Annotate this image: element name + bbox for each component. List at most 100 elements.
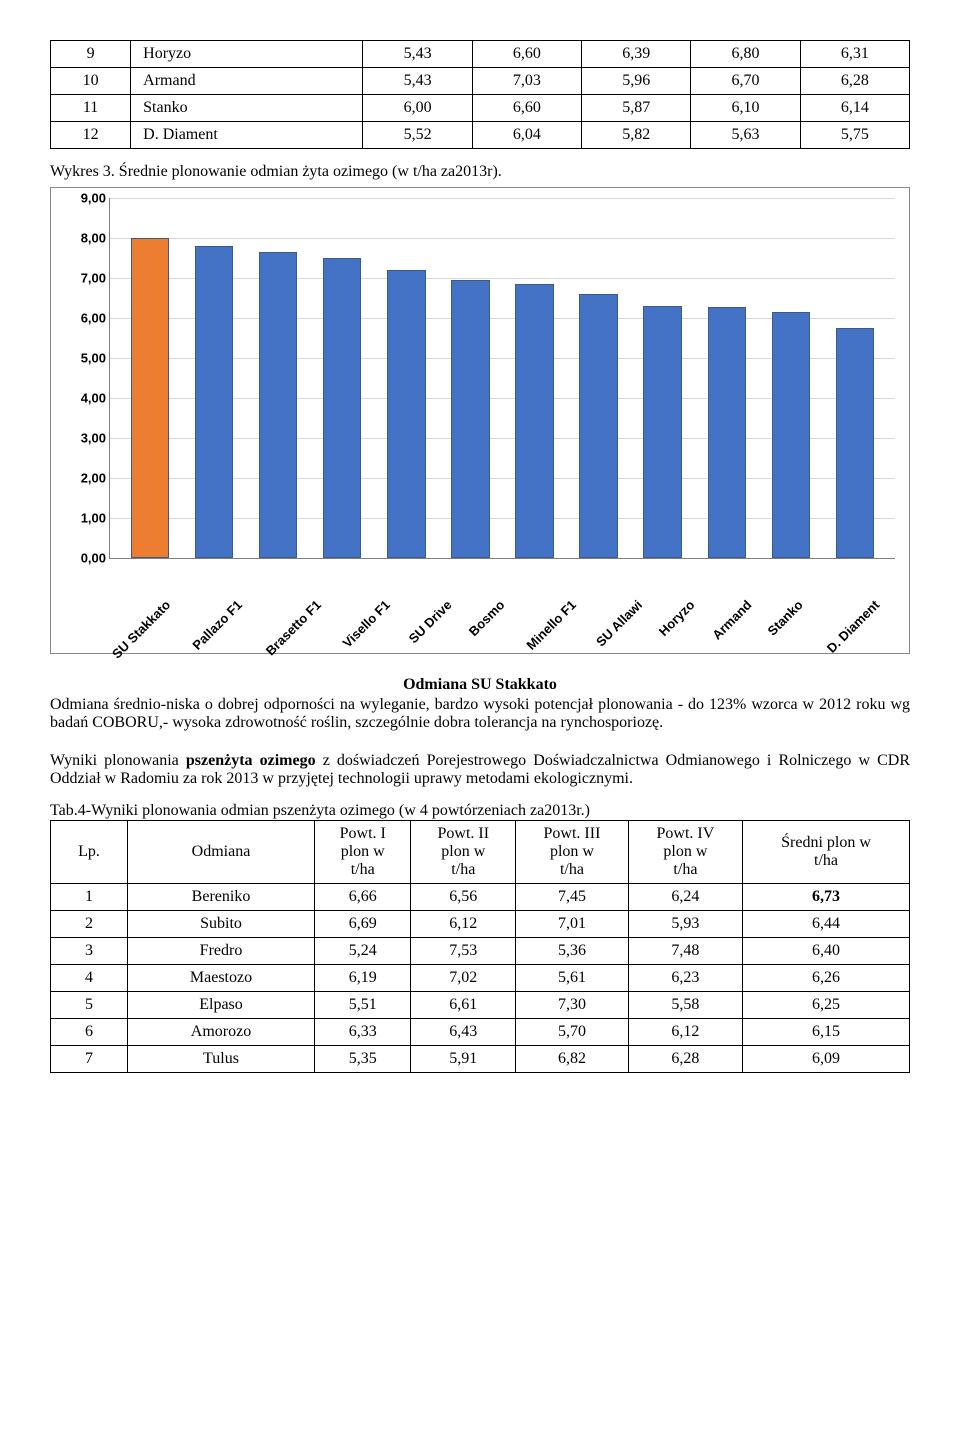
cell: D. Diament xyxy=(131,122,363,149)
cell: Maestozo xyxy=(128,965,315,992)
table-tab4: Lp. Odmiana Powt. Iplon wt/ha Powt. IIpl… xyxy=(50,820,910,1073)
th-p4: Powt. IVplon wt/ha xyxy=(628,821,742,884)
cell: 6,10 xyxy=(691,95,800,122)
bar xyxy=(643,306,681,558)
th-avg: Średni plon wt/ha xyxy=(743,821,910,884)
cell: 7,53 xyxy=(411,938,516,965)
th-p3: Powt. IIIplon wt/ha xyxy=(516,821,629,884)
cell: 6,60 xyxy=(472,95,581,122)
cell: 9 xyxy=(51,41,131,68)
table-row: 10Armand5,437,035,966,706,28 xyxy=(51,68,910,95)
y-tick-label: 8,00 xyxy=(66,231,106,246)
cell: Subito xyxy=(128,911,315,938)
cell: 11 xyxy=(51,95,131,122)
cell: 4 xyxy=(51,965,128,992)
cell: 6,44 xyxy=(743,911,910,938)
cell: 6,33 xyxy=(315,1019,411,1046)
table-row: 9Horyzo5,436,606,396,806,31 xyxy=(51,41,910,68)
table-top: 9Horyzo5,436,606,396,806,3110Armand5,437… xyxy=(50,40,910,149)
cell: Tulus xyxy=(128,1046,315,1073)
cell: 7,45 xyxy=(516,884,629,911)
cell: 6,43 xyxy=(411,1019,516,1046)
th-lp: Lp. xyxy=(51,821,128,884)
bar xyxy=(836,328,874,558)
table-row: 5Elpaso5,516,617,305,586,25 xyxy=(51,992,910,1019)
tab4-caption: Tab.4-Wyniki plonowania odmian pszenżyta… xyxy=(50,802,910,820)
cell: 7,01 xyxy=(516,911,629,938)
y-tick-label: 9,00 xyxy=(66,191,106,206)
cell: 6,04 xyxy=(472,122,581,149)
cell: Armand xyxy=(131,68,363,95)
th-p2: Powt. IIplon wt/ha xyxy=(411,821,516,884)
bar xyxy=(259,252,297,558)
cell: 5,61 xyxy=(516,965,629,992)
cell: 6,73 xyxy=(743,884,910,911)
cell: 6,60 xyxy=(472,41,581,68)
y-tick-label: 0,00 xyxy=(66,551,106,566)
y-tick-label: 3,00 xyxy=(66,431,106,446)
bar xyxy=(451,280,489,558)
cell: 7,48 xyxy=(628,938,742,965)
cell: 6,00 xyxy=(363,95,472,122)
cell: Amorozo xyxy=(128,1019,315,1046)
table-row: 2Subito6,696,127,015,936,44 xyxy=(51,911,910,938)
bar xyxy=(387,270,425,558)
bar xyxy=(195,246,233,558)
bar xyxy=(515,284,553,558)
cell: 5,93 xyxy=(628,911,742,938)
chart-caption: Wykres 3. Średnie plonowanie odmian żyta… xyxy=(50,163,910,181)
bar-chart: 0,00 1,00 2,00 3,00 4,00 5,00 6,00 7,00 8,00 9,00… xyxy=(50,187,910,654)
cell: 6,39 xyxy=(582,41,691,68)
bar xyxy=(131,238,169,558)
cell: 5,52 xyxy=(363,122,472,149)
cell: 5,43 xyxy=(363,41,472,68)
cell: 3 xyxy=(51,938,128,965)
y-tick-label: 4,00 xyxy=(66,391,106,406)
cell: 6,28 xyxy=(628,1046,742,1073)
cell: 5,24 xyxy=(315,938,411,965)
table-row: 11Stanko6,006,605,876,106,14 xyxy=(51,95,910,122)
table-row: 12D. Diament5,526,045,825,635,75 xyxy=(51,122,910,149)
pszenzyto-text-1: Wyniki plonowania xyxy=(50,752,186,769)
cell: 5,36 xyxy=(516,938,629,965)
cell: 5,91 xyxy=(411,1046,516,1073)
cell: 5,35 xyxy=(315,1046,411,1073)
th-p1: Powt. Iplon wt/ha xyxy=(315,821,411,884)
cell: 6 xyxy=(51,1019,128,1046)
y-tick-label: 6,00 xyxy=(66,311,106,326)
y-tick-label: 7,00 xyxy=(66,271,106,286)
y-tick-label: 1,00 xyxy=(66,511,106,526)
table-row: 7Tulus5,355,916,826,286,09 xyxy=(51,1046,910,1073)
cell: 6,28 xyxy=(800,68,909,95)
cell: 6,66 xyxy=(315,884,411,911)
y-tick-label: 2,00 xyxy=(66,471,106,486)
table-row: 1Bereniko6,666,567,456,246,73 xyxy=(51,884,910,911)
cell: 1 xyxy=(51,884,128,911)
cell: 6,26 xyxy=(743,965,910,992)
cell: 6,25 xyxy=(743,992,910,1019)
table-row: 4Maestozo6,197,025,616,236,26 xyxy=(51,965,910,992)
cell: Elpaso xyxy=(128,992,315,1019)
cell: 10 xyxy=(51,68,131,95)
cell: 5,87 xyxy=(582,95,691,122)
cell: 6,31 xyxy=(800,41,909,68)
cell: 2 xyxy=(51,911,128,938)
cell: 5,82 xyxy=(582,122,691,149)
pszenzyto-paragraph: Wyniki plonowania pszenżyta ozimego z do… xyxy=(50,752,910,788)
bar xyxy=(772,312,810,558)
cell: 6,69 xyxy=(315,911,411,938)
cell: Fredro xyxy=(128,938,315,965)
table-row: 6Amorozo6,336,435,706,126,15 xyxy=(51,1019,910,1046)
table-row: 3Fredro5,247,535,367,486,40 xyxy=(51,938,910,965)
cell: 5 xyxy=(51,992,128,1019)
cell: Stanko xyxy=(131,95,363,122)
cell: 6,09 xyxy=(743,1046,910,1073)
cell: Bereniko xyxy=(128,884,315,911)
cell: 7,30 xyxy=(516,992,629,1019)
cell: 6,24 xyxy=(628,884,742,911)
cell: 5,96 xyxy=(582,68,691,95)
cell: 6,12 xyxy=(628,1019,742,1046)
th-odmiana: Odmiana xyxy=(128,821,315,884)
cell: 5,58 xyxy=(628,992,742,1019)
y-tick-label: 5,00 xyxy=(66,351,106,366)
